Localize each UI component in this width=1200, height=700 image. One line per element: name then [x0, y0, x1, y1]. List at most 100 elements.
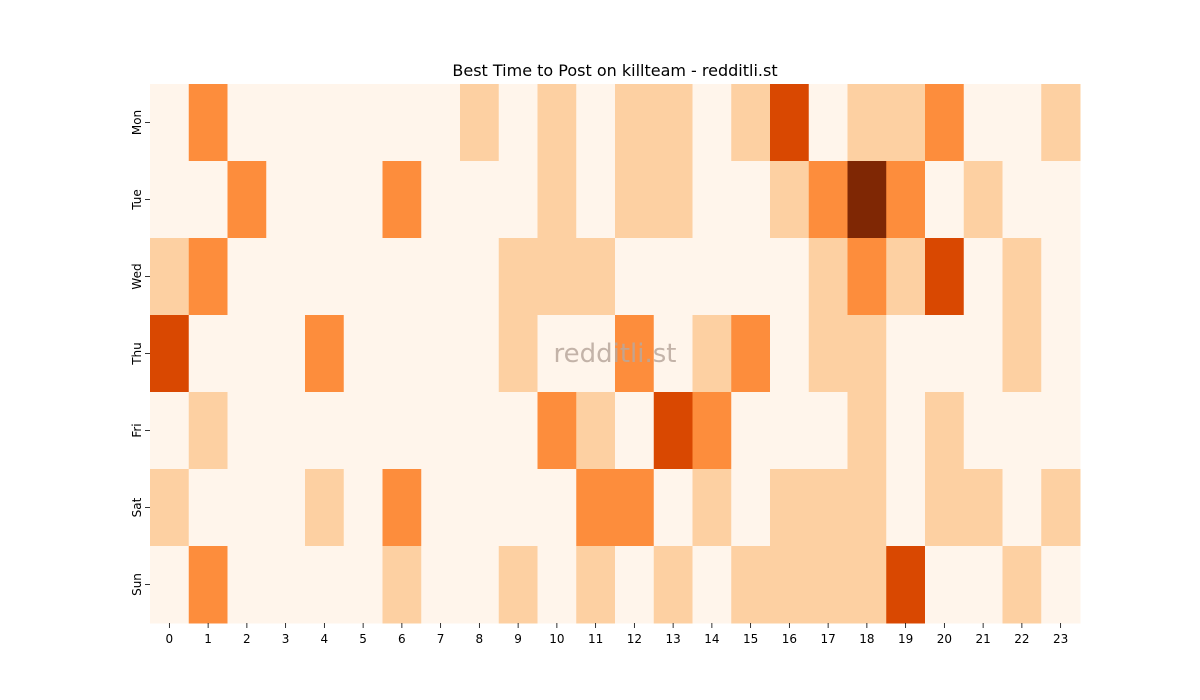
- heatmap-cell-sat-19: [886, 469, 926, 547]
- heatmap-cell-sun-2: [227, 546, 267, 624]
- heatmap-cell-tue-5: [343, 161, 383, 239]
- heatmap-cell-thu-5: [343, 315, 383, 393]
- heatmap-cell-wed-17: [808, 238, 848, 316]
- heatmap-cell-sat-1: [188, 469, 228, 547]
- heatmap-cell-mon-19: [886, 84, 926, 162]
- heatmap-cell-sat-8: [460, 469, 500, 547]
- heatmap-cell-wed-22: [1002, 238, 1042, 316]
- heatmap-cell-wed-23: [1041, 238, 1081, 316]
- heatmap-cell-fri-12: [615, 392, 655, 470]
- heatmap-cell-fri-18: [847, 392, 887, 470]
- heatmap-cell-thu-20: [925, 315, 965, 393]
- heatmap-cell-sat-9: [498, 469, 538, 547]
- heatmap-cell-sun-13: [653, 546, 693, 624]
- heatmap-cell-sat-0: [150, 469, 190, 547]
- y-tick-label: Mon: [130, 110, 144, 135]
- heatmap-cell-sun-10: [537, 546, 577, 624]
- heatmap-cell-tue-11: [576, 161, 616, 239]
- x-tick-label: 0: [166, 632, 174, 646]
- heatmap-cell-fri-14: [692, 392, 732, 470]
- heatmap-cell-sun-17: [808, 546, 848, 624]
- heatmap-cell-tue-10: [537, 161, 577, 239]
- heatmap-cell-mon-3: [266, 84, 306, 162]
- x-tick-label: 15: [743, 632, 758, 646]
- heatmap-cell-thu-19: [886, 315, 926, 393]
- x-tick-label: 12: [627, 632, 642, 646]
- heatmap-cell-tue-9: [498, 161, 538, 239]
- heatmap-cell-wed-10: [537, 238, 577, 316]
- heatmap-cell-fri-16: [770, 392, 810, 470]
- heatmap-cell-fri-15: [731, 392, 771, 470]
- heatmap-cell-sun-9: [498, 546, 538, 624]
- heatmap-cell-tue-12: [615, 161, 655, 239]
- heatmap-cell-thu-11: [576, 315, 616, 393]
- heatmap-cell-wed-8: [460, 238, 500, 316]
- x-tick-label: 21: [975, 632, 990, 646]
- heatmap-cell-tue-13: [653, 161, 693, 239]
- heatmap-cell-tue-15: [731, 161, 771, 239]
- heatmap-cell-mon-2: [227, 84, 267, 162]
- heatmap-cell-sat-22: [1002, 469, 1042, 547]
- x-tick-label: 13: [665, 632, 680, 646]
- heatmap-cell-tue-18: [847, 161, 887, 239]
- heatmap-cell-tue-6: [382, 161, 422, 239]
- heatmap-cell-thu-21: [963, 315, 1003, 393]
- heatmap-cell-fri-21: [963, 392, 1003, 470]
- heatmap-cell-sat-4: [305, 469, 345, 547]
- heatmap-cell-sun-20: [925, 546, 965, 624]
- heatmap-cell-sat-7: [421, 469, 461, 547]
- heatmap-cell-sat-23: [1041, 469, 1081, 547]
- heatmap-cell-sat-15: [731, 469, 771, 547]
- heatmap-cell-thu-22: [1002, 315, 1042, 393]
- heatmap-cell-sun-15: [731, 546, 771, 624]
- heatmap-cell-fri-17: [808, 392, 848, 470]
- x-tick-label: 19: [898, 632, 913, 646]
- heatmap-cell-sat-12: [615, 469, 655, 547]
- heatmap-cell-sun-8: [460, 546, 500, 624]
- heatmap-cell-tue-0: [150, 161, 190, 239]
- heatmap-cell-tue-2: [227, 161, 267, 239]
- x-tick-label: 14: [704, 632, 719, 646]
- x-tick-label: 3: [282, 632, 290, 646]
- heatmap-cell-tue-1: [188, 161, 228, 239]
- chart-title: Best Time to Post on killteam - redditli…: [452, 61, 777, 80]
- x-tick-label: 5: [359, 632, 367, 646]
- x-tick-label: 20: [937, 632, 952, 646]
- heatmap-cell-sat-3: [266, 469, 306, 547]
- heatmap-cell-mon-12: [615, 84, 655, 162]
- heatmap-cell-fri-1: [188, 392, 228, 470]
- heatmap-cell-sun-7: [421, 546, 461, 624]
- heatmap-cell-fri-6: [382, 392, 422, 470]
- heatmap-cell-wed-4: [305, 238, 345, 316]
- heatmap-cell-sun-23: [1041, 546, 1081, 624]
- heatmap-cell-sat-2: [227, 469, 267, 547]
- heatmap-cell-thu-0: [150, 315, 190, 393]
- heatmap-cell-wed-16: [770, 238, 810, 316]
- heatmap-cell-thu-15: [731, 315, 771, 393]
- x-tick-label: 22: [1014, 632, 1029, 646]
- heatmap-cell-wed-12: [615, 238, 655, 316]
- x-tick-label: 18: [859, 632, 874, 646]
- heatmap-cell-mon-14: [692, 84, 732, 162]
- heatmap-cell-thu-8: [460, 315, 500, 393]
- heatmap-cell-fri-2: [227, 392, 267, 470]
- y-tick-label: Sun: [130, 573, 144, 596]
- heatmap-cell-fri-4: [305, 392, 345, 470]
- heatmap-cell-thu-2: [227, 315, 267, 393]
- heatmap-cell-sat-13: [653, 469, 693, 547]
- heatmap-cell-wed-14: [692, 238, 732, 316]
- heatmap-cell-wed-20: [925, 238, 965, 316]
- heatmap-cell-fri-23: [1041, 392, 1081, 470]
- heatmap-cell-tue-3: [266, 161, 306, 239]
- x-tick-label: 9: [514, 632, 522, 646]
- heatmap-cell-wed-13: [653, 238, 693, 316]
- heatmap-cell-wed-6: [382, 238, 422, 316]
- heatmap-cell-thu-13: [653, 315, 693, 393]
- heatmap-cell-thu-12: [615, 315, 655, 393]
- heatmap-cell-wed-3: [266, 238, 306, 316]
- x-tick-label: 16: [782, 632, 797, 646]
- heatmap-cell-fri-19: [886, 392, 926, 470]
- heatmap-cell-sun-11: [576, 546, 616, 624]
- x-tick-label: 17: [820, 632, 835, 646]
